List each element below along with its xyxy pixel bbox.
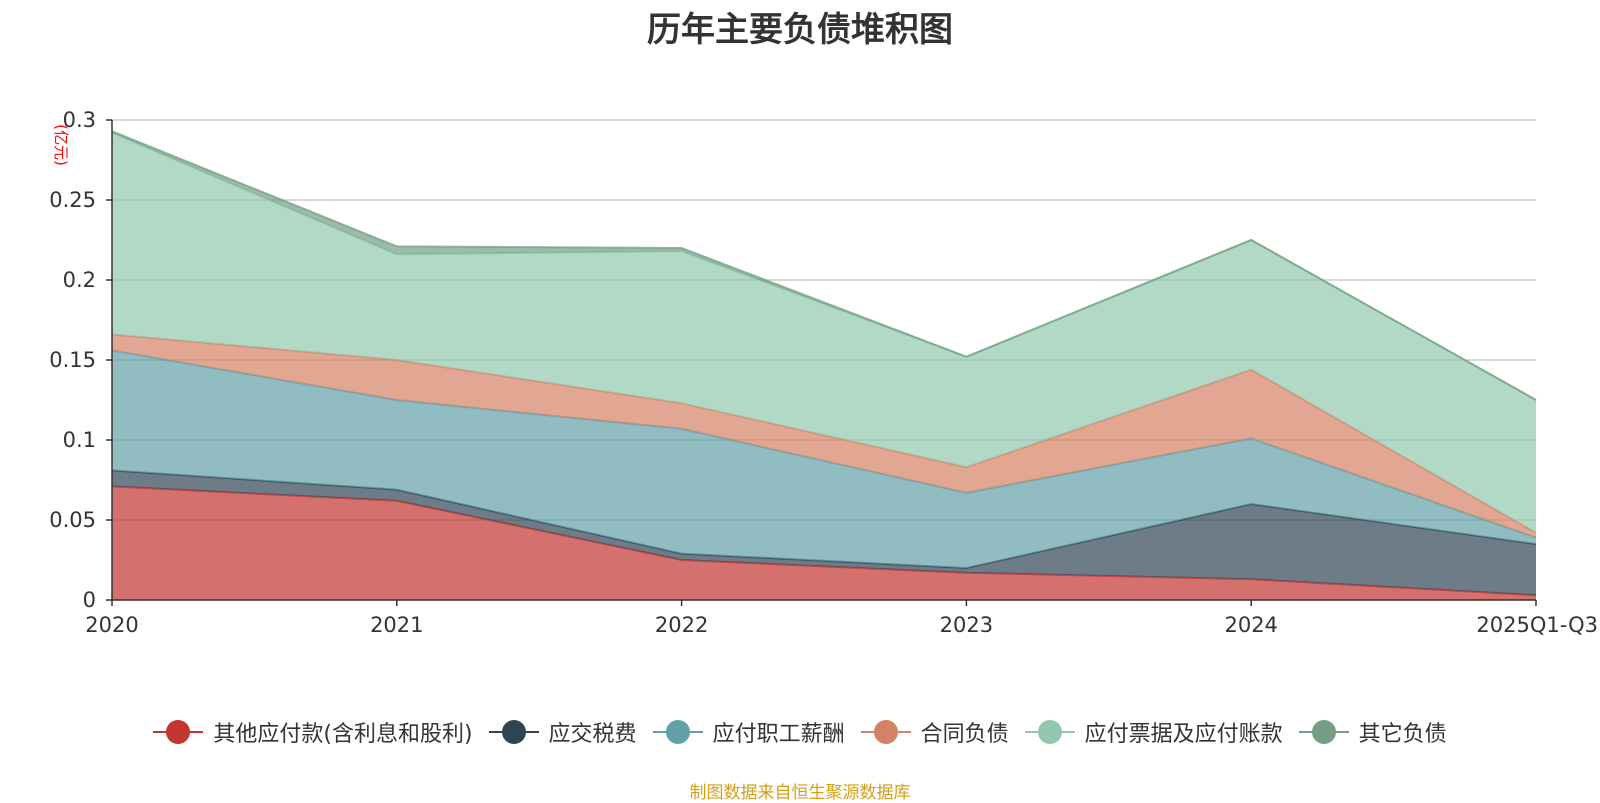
legend-marker-icon (1024, 720, 1075, 744)
legend-item[interactable]: 合同负债 (860, 716, 1009, 748)
x-tick-label: 2024 (1224, 613, 1277, 637)
legend-marker-icon (488, 720, 539, 744)
axes: 0 0.05 0.1 0.15 0.2 0.25 0.3 2020 2021 2022 2023 20… (49, 108, 1598, 637)
legend-label: 其他应付款(含利息和股利) (213, 722, 473, 747)
y-tick-label: 0.1 (63, 428, 96, 452)
legend-label: 应付职工薪酬 (712, 722, 845, 747)
area-应付职工薪酬 (112, 350, 1536, 568)
x-tick-label: 2021 (370, 613, 423, 637)
legend-marker-icon (1298, 720, 1349, 744)
stacked-areas (111, 130, 1537, 600)
chart-title: 历年主要负债堆积图 (647, 10, 953, 50)
series-line-其它负债 (111, 130, 1537, 401)
y-tick-label: 0.25 (49, 188, 96, 212)
source-note: 制图数据来自恒生聚源数据库 (689, 783, 911, 803)
legend: 其他应付款(含利息和股利) 应交税费 应付职工薪酬 合同负债 应付票据及应付账款 其它负债 (0, 716, 1600, 748)
legend-marker-icon (652, 720, 703, 744)
legend-marker-icon (860, 720, 911, 744)
x-tick-label: 2023 (940, 613, 993, 637)
legend-marker-icon (153, 720, 204, 744)
legend-label: 合同负债 (920, 722, 1009, 747)
y-tick-label: 0.15 (49, 348, 96, 372)
y-tick-label: 0.3 (63, 108, 96, 132)
legend-label: 应交税费 (548, 722, 637, 747)
x-tick-label: 2022 (655, 613, 708, 637)
legend-label: 应付票据及应付账款 (1084, 722, 1283, 747)
legend-item[interactable]: 应付职工薪酬 (652, 716, 845, 748)
area-其他应付款(含利息和股利) (112, 486, 1536, 600)
y-tick-label: 0 (83, 588, 96, 612)
legend-item[interactable]: 其他应付款(含利息和股利) (153, 716, 473, 748)
legend-item[interactable]: 应交税费 (488, 716, 637, 748)
legend-item[interactable]: 其它负债 (1298, 716, 1447, 748)
area-应付票据及应付账款 (112, 132, 1536, 533)
legend-item[interactable]: 应付票据及应付账款 (1024, 716, 1283, 748)
x-tick-label: 2025Q1-Q3 (1476, 613, 1598, 637)
area-应交税费 (112, 470, 1536, 596)
y-tick-label: 0.2 (63, 268, 96, 292)
y-axis-unit-label: (亿元) (52, 124, 70, 166)
y-tick-label: 0.05 (49, 508, 96, 532)
x-tick-label: 2020 (85, 613, 138, 637)
legend-label: 其它负债 (1358, 722, 1447, 747)
